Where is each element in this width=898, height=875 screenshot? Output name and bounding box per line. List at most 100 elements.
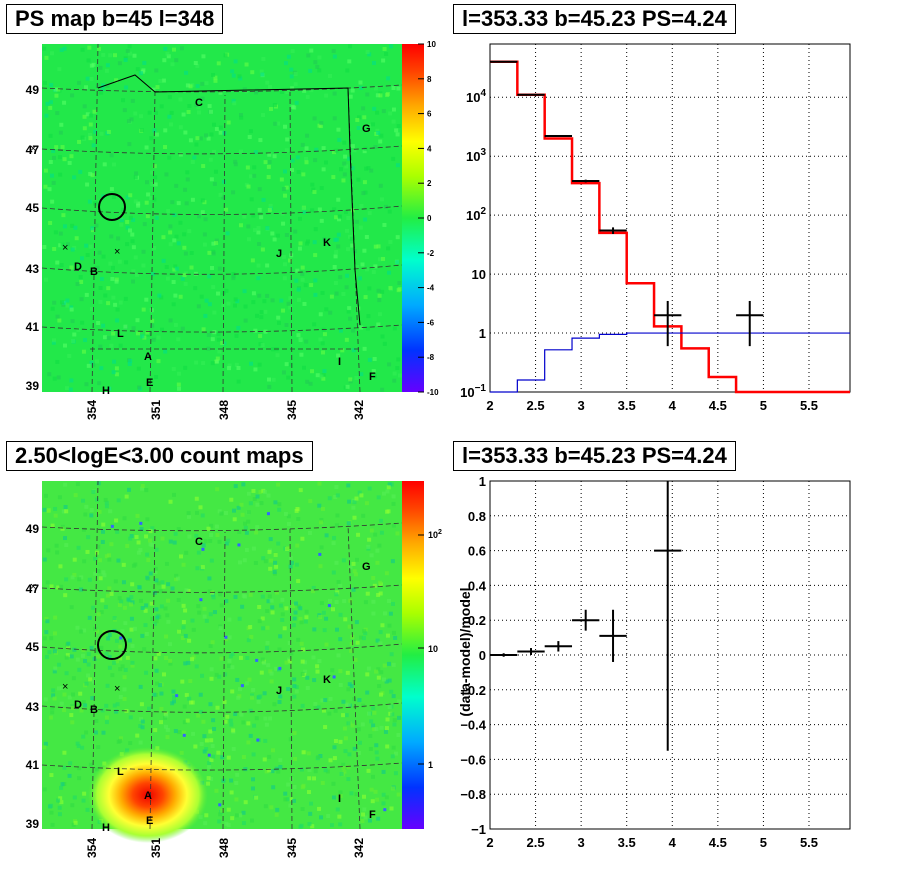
ps-noise-pixel: [376, 322, 381, 327]
ps-noise-pixel: [65, 303, 70, 308]
count-noise-pixel: [238, 813, 243, 818]
ps-noise-pixel: [100, 87, 105, 92]
count-noise-pixel: [241, 755, 246, 760]
count-noise-pixel: [304, 615, 309, 620]
count-noise-pixel: [177, 629, 182, 634]
count-noise-pixel: [324, 642, 329, 647]
count-noise-pixel: [275, 807, 280, 812]
ps-noise-pixel: [221, 195, 226, 200]
count-noise-pixel: [377, 684, 382, 689]
count-noise-pixel: [338, 794, 343, 799]
ps-noise-pixel: [70, 93, 75, 98]
ps-noise-pixel: [387, 362, 392, 367]
ps-noise-pixel: [62, 157, 67, 162]
ps-noise-pixel: [301, 172, 306, 177]
count-noise-pixel: [257, 605, 262, 610]
count-noise-pixel: [379, 725, 384, 730]
count-noise-pixel: [355, 640, 360, 645]
ps-noise-pixel: [74, 236, 79, 241]
count-noise-pixel: [376, 675, 381, 680]
ps-noise-pixel: [49, 83, 54, 88]
ps-noise-pixel: [338, 167, 343, 172]
ps-noise-pixel: [215, 356, 220, 361]
count-noise-pixel: [188, 700, 193, 705]
ps-noise-pixel: [84, 382, 89, 387]
ps-noise-pixel: [47, 372, 52, 377]
ps-letter: L: [117, 328, 124, 340]
ps-noise-pixel: [145, 330, 150, 335]
ps-noise-pixel: [283, 193, 288, 198]
count-noise-pixel: [385, 509, 390, 514]
ps-noise-pixel: [70, 223, 75, 228]
count-noise-pixel: [243, 767, 248, 772]
cm-cbar-tick: 102: [428, 529, 442, 540]
count-map-grid: [41, 480, 403, 830]
ps-noise-pixel: [282, 262, 287, 267]
count-noise-pixel: [230, 689, 235, 694]
count-noise-pixel: [362, 629, 367, 634]
ps-noise-pixel: [108, 261, 113, 266]
count-noise-pixel: [208, 729, 213, 734]
count-noise-pixel: [95, 629, 100, 634]
count-noise-pixel: [121, 638, 126, 643]
ps-noise-pixel: [213, 78, 218, 83]
count-noise-pixel: [110, 673, 115, 678]
count-noise-pixel: [202, 749, 207, 754]
count-noise-pixel: [371, 723, 376, 728]
cm-xtick: 351: [149, 838, 163, 858]
count-noise-pixel: [101, 522, 106, 527]
ps-noise-pixel: [161, 235, 166, 240]
ps-noise-pixel: [397, 280, 402, 285]
ps-noise-pixel: [208, 157, 213, 162]
ps-letter: E: [146, 377, 153, 389]
ps-noise-pixel: [171, 280, 176, 285]
count-noise-pixel: [343, 736, 348, 741]
count-noise-pixel: [336, 579, 341, 584]
count-map-x-ticks: 354 351 348 345 342: [85, 838, 366, 858]
count-noise-pixel: [346, 777, 351, 782]
count-noise-pixel: [361, 703, 366, 708]
count-noise-pixel: [204, 618, 209, 623]
ps-noise-pixel: [155, 85, 160, 90]
count-noise-pixel: [139, 521, 143, 525]
count-noise-pixel: [292, 616, 297, 621]
count-noise-pixel: [176, 598, 181, 603]
count-noise-pixel: [247, 677, 252, 682]
count-noise-pixel: [347, 624, 352, 629]
ps-noise-pixel: [154, 215, 159, 220]
count-noise-pixel: [182, 720, 187, 725]
ps-noise-pixel: [43, 168, 48, 173]
ps-noise-pixel: [141, 263, 146, 268]
count-noise-pixel: [154, 547, 159, 552]
ps-noise-pixel: [239, 115, 244, 120]
count-noise-pixel: [387, 623, 392, 628]
count-noise-pixel: [70, 575, 75, 580]
count-noise-pixel: [269, 671, 274, 676]
count-noise-pixel: [305, 685, 310, 690]
count-noise-pixel: [163, 606, 168, 611]
count-noise-pixel: [64, 509, 69, 514]
count-noise-pixel: [198, 505, 203, 510]
count-noise-pixel: [308, 811, 313, 816]
count-noise-pixel: [140, 483, 145, 488]
ps-noise-pixel: [99, 90, 104, 95]
ps-noise-pixel: [198, 136, 203, 141]
ps-noise-pixel: [96, 46, 101, 51]
count-noise-pixel: [391, 745, 396, 750]
count-noise-pixel: [214, 788, 219, 793]
ps-noise-pixel: [304, 146, 309, 151]
count-noise-pixel: [338, 822, 343, 827]
count-noise-pixel: [199, 741, 204, 746]
count-noise-pixel: [160, 536, 165, 541]
count-noise-pixel: [105, 683, 110, 688]
count-noise-pixel: [53, 615, 58, 620]
count-noise-pixel: [263, 559, 268, 564]
ps-noise-pixel: [367, 211, 372, 216]
count-noise-pixel: [257, 619, 262, 624]
ps-noise-pixel: [282, 124, 287, 129]
count-noise-pixel: [381, 801, 386, 806]
ps-noise-pixel: [279, 177, 284, 182]
count-noise-pixel: [294, 689, 299, 694]
count-noise-pixel: [217, 509, 222, 514]
ps-noise-pixel: [320, 290, 325, 295]
